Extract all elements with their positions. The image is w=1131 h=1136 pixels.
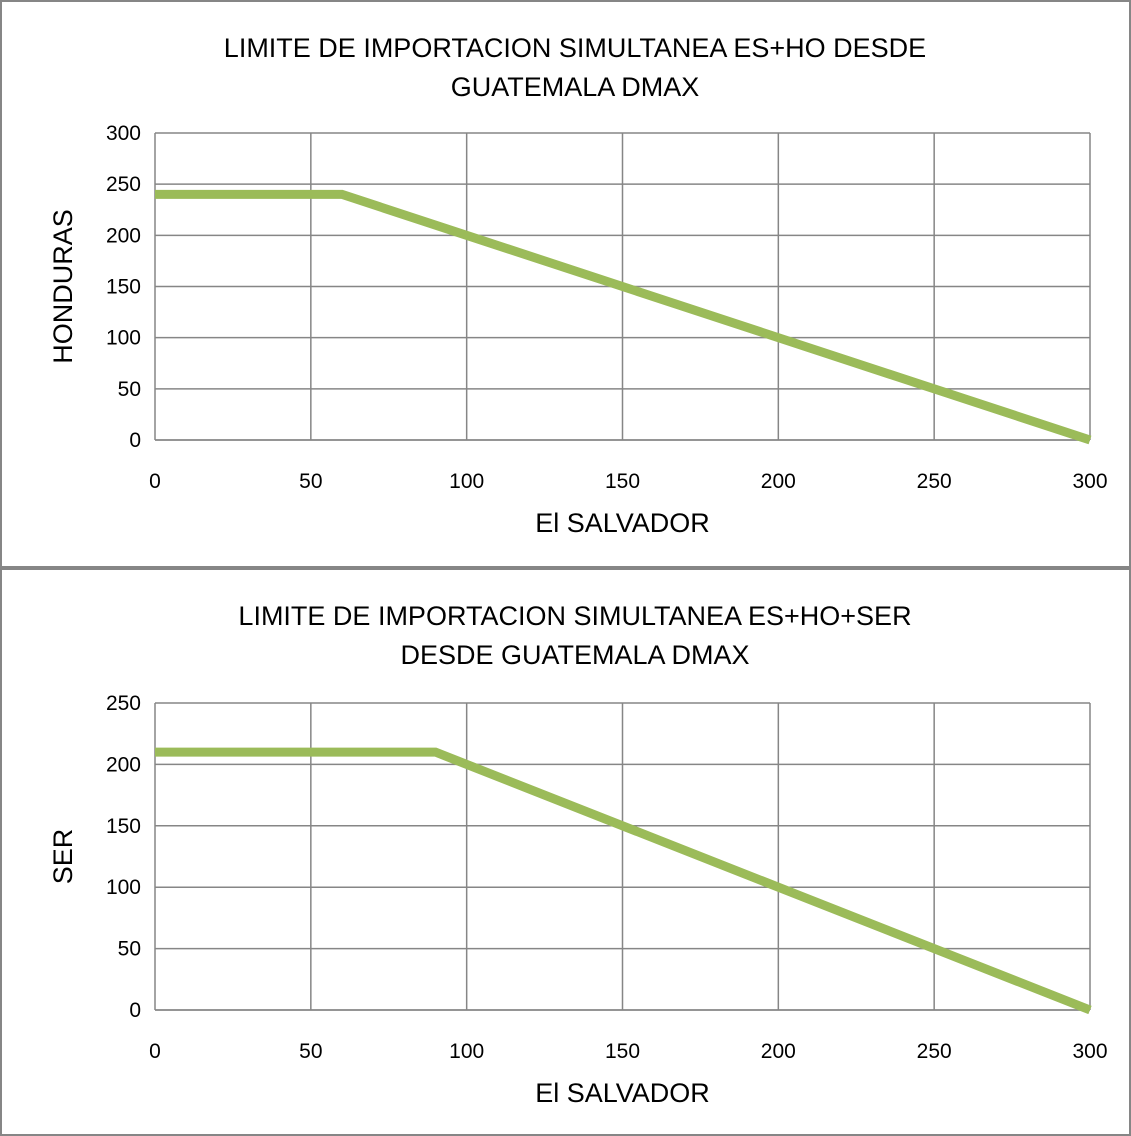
x-axis-label: El SALVADOR [535, 1078, 710, 1108]
y-tick-label: 150 [106, 276, 141, 299]
y-tick-label: 200 [106, 753, 141, 776]
x-tick-label: 0 [149, 470, 161, 493]
x-tick-label: 100 [449, 1040, 484, 1063]
chart-panel-bottom: LIMITE DE IMPORTACION SIMULTANEA ES+HO+S… [0, 568, 1131, 1136]
y-tick-label: 0 [129, 999, 141, 1022]
x-tick-label: 250 [917, 1040, 952, 1063]
chart-frame [0, 0, 1131, 568]
y-tick-label: 250 [106, 692, 141, 715]
y-tick-label: 150 [106, 815, 141, 838]
x-tick-label: 300 [1072, 470, 1107, 493]
y-tick-label: 250 [106, 173, 141, 196]
y-tick-label: 300 [106, 122, 141, 145]
series-line [155, 747, 1092, 1015]
chart-panel-top: LIMITE DE IMPORTACION SIMULTANEA ES+HO D… [0, 0, 1131, 568]
y-tick-label: 200 [106, 224, 141, 247]
x-tick-label: 150 [605, 470, 640, 493]
x-tick-label: 50 [299, 1040, 322, 1063]
x-tick-label: 150 [605, 1040, 640, 1063]
chart-top-svg: LIMITE DE IMPORTACION SIMULTANEA ES+HO D… [0, 0, 1131, 568]
chart-title-line: LIMITE DE IMPORTACION SIMULTANEA ES+HO+S… [238, 601, 911, 631]
chart-frame [0, 568, 1131, 1136]
chart-bottom-svg: LIMITE DE IMPORTACION SIMULTANEA ES+HO+S… [0, 568, 1131, 1136]
y-tick-label: 100 [106, 327, 141, 350]
y-axis-label: HONDURAS [48, 209, 78, 364]
y-axis-label: SER [48, 829, 78, 885]
x-tick-label: 300 [1072, 1040, 1107, 1063]
chart-title-line: LIMITE DE IMPORTACION SIMULTANEA ES+HO D… [224, 33, 926, 63]
y-tick-label: 100 [106, 876, 141, 899]
x-tick-label: 0 [149, 1040, 161, 1063]
y-tick-label: 50 [118, 378, 141, 401]
x-tick-label: 100 [449, 470, 484, 493]
x-tick-label: 50 [299, 470, 322, 493]
chart-title-line: GUATEMALA DMAX [451, 72, 700, 102]
x-axis-label: El SALVADOR [535, 508, 710, 538]
series-line [155, 189, 1092, 445]
x-tick-label: 200 [761, 1040, 796, 1063]
y-tick-label: 50 [118, 938, 141, 961]
x-tick-label: 250 [917, 470, 952, 493]
x-tick-label: 200 [761, 470, 796, 493]
y-tick-label: 0 [129, 429, 141, 452]
chart-title-line: DESDE GUATEMALA DMAX [400, 640, 749, 670]
